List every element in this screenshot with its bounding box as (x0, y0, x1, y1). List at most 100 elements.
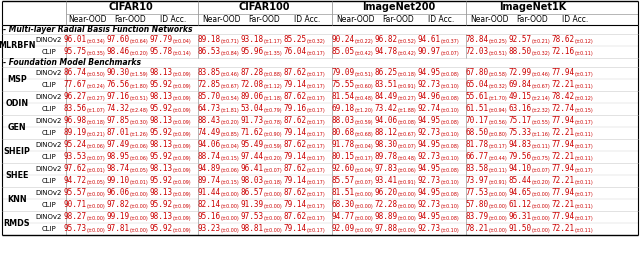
Text: 79.09: 79.09 (332, 68, 355, 77)
Text: (±0.11): (±0.11) (575, 132, 594, 137)
Text: 86.25: 86.25 (374, 68, 397, 77)
Text: 98.13: 98.13 (149, 140, 173, 149)
Text: (±0.78): (±0.78) (264, 120, 283, 125)
Text: 87.28: 87.28 (241, 68, 264, 77)
Text: 95.92: 95.92 (149, 152, 173, 161)
Text: (±0.06): (±0.06) (398, 168, 417, 173)
Text: DINOv2: DINOv2 (36, 214, 62, 220)
Text: (±0.11): (±0.11) (489, 168, 508, 173)
Text: (±0.08): (±0.08) (398, 120, 417, 125)
Text: 77.94: 77.94 (552, 212, 575, 221)
Text: (±0.17): (±0.17) (575, 192, 594, 197)
Text: (±0.09): (±0.09) (173, 192, 191, 197)
Text: Far-OOD: Far-OOD (248, 15, 280, 24)
Text: 99.19: 99.19 (106, 212, 129, 221)
Text: (±0.04): (±0.04) (173, 39, 192, 44)
Text: (±0.08): (±0.08) (441, 96, 460, 101)
Text: 77.94: 77.94 (552, 68, 575, 77)
Text: 89.06: 89.06 (241, 92, 264, 101)
Text: (±1.18): (±1.18) (264, 96, 283, 101)
Text: 92.73: 92.73 (417, 80, 440, 89)
Text: 85.70: 85.70 (197, 92, 221, 101)
Text: (±0.06): (±0.06) (130, 144, 148, 149)
Text: (±0.11): (±0.11) (575, 84, 594, 89)
Text: 96.01: 96.01 (63, 35, 86, 44)
Text: (±0.00): (±0.00) (489, 192, 508, 197)
Text: (±0.17): (±0.17) (307, 132, 326, 137)
Text: 98.46: 98.46 (106, 47, 129, 56)
Text: - Multi-layer Radial Basis Function Networks: - Multi-layer Radial Basis Function Netw… (3, 25, 193, 34)
Text: (±0.67): (±0.67) (221, 84, 240, 89)
Text: (±0.59): (±0.59) (264, 144, 283, 149)
Text: (±0.21): (±0.21) (532, 39, 551, 44)
Text: (±0.00): (±0.00) (264, 216, 283, 221)
Text: (±0.05): (±0.05) (130, 168, 148, 173)
Text: 98.81: 98.81 (241, 224, 264, 233)
Text: 74.32: 74.32 (106, 104, 129, 113)
Text: (±0.09): (±0.09) (173, 120, 191, 125)
Text: (±0.17): (±0.17) (575, 72, 594, 77)
Text: 89.74: 89.74 (197, 176, 221, 185)
Text: 94.96: 94.96 (417, 92, 440, 101)
Text: (±0.24): (±0.24) (87, 84, 106, 89)
Text: 95.96: 95.96 (241, 47, 264, 56)
Text: 92.57: 92.57 (508, 35, 531, 44)
Text: (±0.17): (±0.17) (307, 84, 326, 89)
Text: (±0.14): (±0.14) (173, 51, 192, 56)
Text: 92.60: 92.60 (332, 164, 355, 173)
Text: (±0.44): (±0.44) (489, 156, 508, 161)
Text: MSP: MSP (7, 75, 27, 84)
Text: (±0.08): (±0.08) (441, 144, 460, 149)
Text: (±0.09): (±0.09) (173, 180, 191, 185)
Text: 94.95: 94.95 (417, 140, 440, 149)
Text: (±0.46): (±0.46) (221, 72, 240, 77)
Text: 88.43: 88.43 (197, 116, 221, 125)
Text: 98.74: 98.74 (106, 164, 129, 173)
Text: (±0.15): (±0.15) (221, 156, 240, 161)
Text: 90.24: 90.24 (332, 35, 355, 44)
Text: (±0.09): (±0.09) (173, 144, 191, 149)
Text: (±0.32): (±0.32) (307, 39, 326, 44)
Text: (±0.27): (±0.27) (398, 96, 417, 101)
Text: 98.13: 98.13 (149, 212, 173, 221)
Text: (±0.17): (±0.17) (307, 108, 326, 113)
Text: DINOv2: DINOv2 (36, 118, 62, 124)
Text: (±0.00): (±0.00) (355, 216, 374, 221)
Text: 87.62: 87.62 (284, 188, 307, 197)
Text: 77.94: 77.94 (552, 164, 575, 173)
Text: (±0.00): (±0.00) (130, 216, 148, 221)
Text: 72.21: 72.21 (552, 200, 575, 209)
Text: 79.56: 79.56 (508, 152, 531, 161)
Text: (±0.18): (±0.18) (398, 72, 417, 77)
Text: (±0.01): (±0.01) (87, 168, 106, 173)
Text: GEN: GEN (8, 123, 26, 131)
Text: (±0.20): (±0.20) (532, 180, 551, 185)
Text: (±0.08): (±0.08) (441, 120, 460, 125)
Text: 93.23: 93.23 (197, 224, 221, 233)
Text: 87.62: 87.62 (284, 212, 307, 221)
Text: 64.73: 64.73 (197, 104, 221, 113)
Text: (±0.00): (±0.00) (398, 216, 417, 221)
Text: (±0.00): (±0.00) (355, 204, 374, 209)
Text: 87.01: 87.01 (106, 128, 129, 137)
Text: 72.16: 72.16 (552, 47, 575, 56)
Text: 94.95: 94.95 (417, 212, 440, 221)
Text: 96.31: 96.31 (508, 212, 531, 221)
Text: 83.51: 83.51 (374, 80, 397, 89)
Text: (±0.00): (±0.00) (355, 192, 374, 197)
Text: DINOv2: DINOv2 (36, 166, 62, 172)
Text: 87.62: 87.62 (284, 116, 307, 125)
Text: 85.57: 85.57 (332, 176, 355, 185)
Text: 97.16: 97.16 (106, 92, 129, 101)
Text: 94.06: 94.06 (374, 116, 397, 125)
Text: 96.82: 96.82 (374, 35, 397, 44)
Text: (±2.48): (±2.48) (130, 108, 148, 113)
Text: (±0.10): (±0.10) (441, 132, 460, 137)
Text: MLRBFN: MLRBFN (0, 41, 36, 51)
Text: (±0.00): (±0.00) (87, 228, 106, 233)
Text: 98.13: 98.13 (149, 188, 173, 197)
Text: (±0.10): (±0.10) (441, 204, 460, 209)
Text: 91.44: 91.44 (197, 188, 221, 197)
Text: 90.30: 90.30 (106, 68, 129, 77)
Text: (±2.14): (±2.14) (532, 96, 551, 101)
